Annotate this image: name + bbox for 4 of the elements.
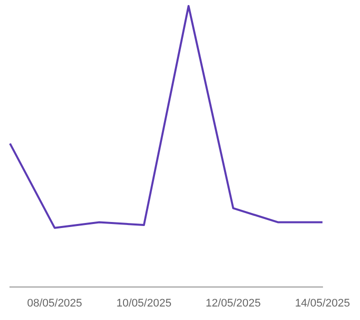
x-tick-label: 14/05/2025	[294, 297, 350, 310]
x-tick-label: 10/05/2025	[116, 297, 172, 310]
x-tick-label: 08/05/2025	[27, 297, 82, 310]
x-tick-label: 12/05/2025	[206, 297, 261, 310]
